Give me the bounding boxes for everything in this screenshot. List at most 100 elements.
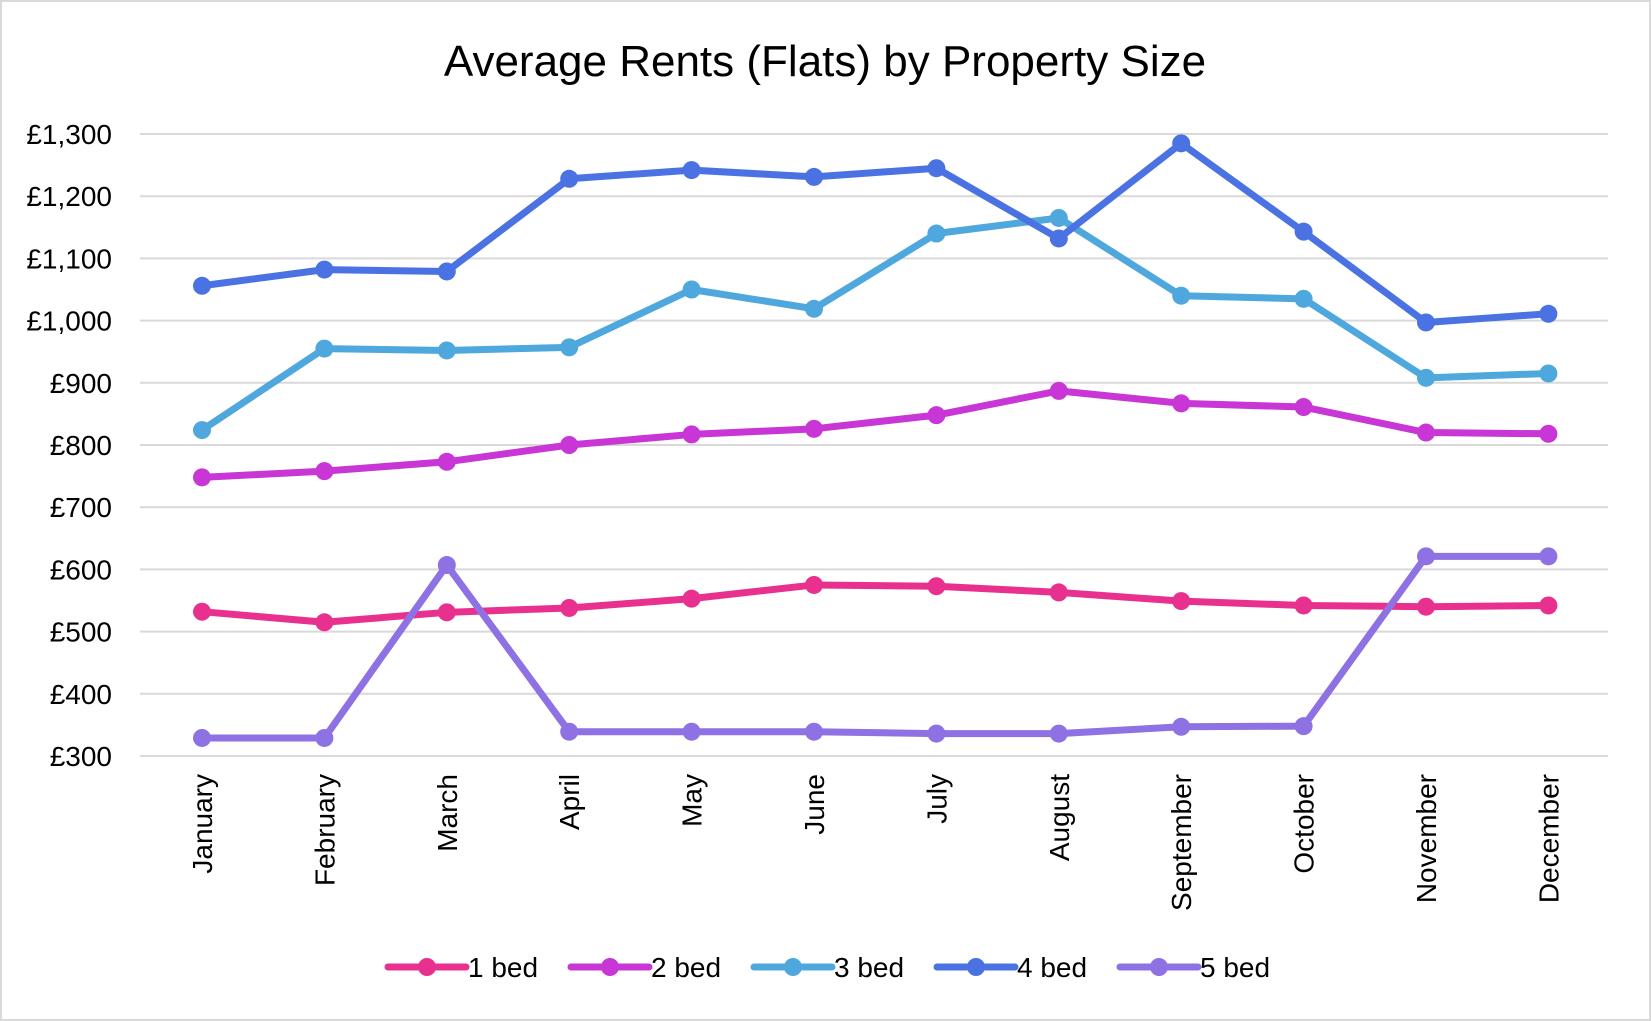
data-point [1049, 208, 1068, 227]
legend-label: 1 bed [468, 952, 538, 983]
data-point [682, 280, 701, 299]
data-point [437, 341, 456, 360]
y-axis-ticks: £1,300 £1,200 £1,100 £1,000 £900 £800 £700 £600… [26, 119, 112, 772]
legend-item: 4 bed [933, 952, 1087, 983]
data-point [437, 452, 456, 471]
y-tick-label: £700 [50, 492, 112, 523]
data-point [927, 724, 946, 743]
data-point [1417, 313, 1435, 332]
data-point [1172, 592, 1191, 611]
data-point [193, 468, 211, 487]
data-point [1417, 547, 1435, 566]
x-tick-label: January [187, 774, 218, 874]
data-point [1049, 229, 1068, 248]
gridlines [140, 133, 1608, 757]
x-tick-label: April [554, 774, 585, 830]
y-tick-label: £1,300 [26, 119, 112, 150]
data-point [1049, 381, 1068, 400]
series-line [198, 552, 1552, 742]
data-point [193, 421, 211, 440]
data-point [1417, 597, 1435, 616]
legend-swatch-marker [601, 958, 619, 976]
data-point [927, 224, 946, 243]
legend-item: 5 bed [1116, 952, 1270, 983]
x-tick-label: July [921, 774, 952, 824]
data-point [437, 262, 456, 281]
data-point [927, 577, 946, 596]
data-point [315, 613, 334, 632]
data-point [805, 167, 823, 186]
data-point [1294, 596, 1313, 615]
y-tick-label: £600 [50, 554, 112, 585]
legend-label: 3 bed [834, 952, 904, 983]
data-point [1294, 717, 1313, 736]
y-tick-label: £1,200 [26, 181, 112, 212]
y-tick-label: £800 [50, 430, 112, 461]
data-point [805, 419, 823, 438]
y-tick-label: £300 [50, 741, 112, 772]
data-point [1294, 222, 1313, 241]
x-tick-label: September [1166, 774, 1197, 911]
x-tick-label: February [309, 774, 340, 886]
data-point [560, 436, 579, 454]
legend-swatch-marker [784, 958, 802, 976]
legend-swatch-marker [418, 958, 436, 976]
x-tick-label: November [1411, 774, 1442, 903]
data-point [682, 722, 701, 741]
data-point [315, 728, 334, 747]
data-point [682, 161, 701, 180]
data-point [560, 722, 579, 741]
data-point [1539, 547, 1558, 566]
data-point [805, 575, 823, 594]
data-point [927, 159, 946, 178]
series-2-bed [193, 381, 1558, 487]
series-5-bed [193, 547, 1558, 747]
data-point [927, 406, 946, 425]
data-point [1172, 717, 1191, 736]
x-tick-label: March [432, 774, 463, 852]
data-point [1417, 423, 1435, 442]
y-tick-label: £500 [50, 617, 112, 648]
data-point [193, 602, 211, 621]
series-line [198, 214, 1552, 434]
data-point [315, 462, 334, 481]
x-axis-ticks: January February March April May June July Augu… [187, 774, 1564, 911]
x-tick-label: May [677, 774, 708, 827]
data-point [1539, 304, 1558, 323]
data-point [682, 589, 701, 608]
data-point [437, 603, 456, 622]
data-point [193, 728, 211, 747]
x-tick-label: December [1533, 774, 1564, 903]
data-point [805, 299, 823, 318]
data-point [682, 425, 701, 444]
data-point [193, 276, 211, 295]
data-point [437, 556, 456, 575]
series-line [198, 581, 1552, 626]
data-point [1049, 724, 1068, 743]
y-tick-label: £1,100 [26, 243, 112, 274]
series-line [198, 139, 1552, 326]
legend-label: 2 bed [651, 952, 721, 983]
data-point [1172, 134, 1191, 153]
data-point [1417, 368, 1435, 387]
data-point [315, 260, 334, 279]
series-lines [193, 134, 1558, 747]
chart-title: Average Rents (Flats) by Property Size [444, 37, 1206, 86]
data-point [1539, 424, 1558, 443]
x-tick-label: October [1289, 774, 1320, 874]
data-point [1172, 286, 1191, 305]
legend-item: 1 bed [384, 952, 538, 983]
data-point [560, 338, 579, 357]
data-point [560, 598, 579, 617]
y-tick-label: £400 [50, 679, 112, 710]
x-tick-label: June [799, 774, 830, 835]
y-tick-label: £900 [50, 368, 112, 399]
series-line [198, 387, 1552, 481]
data-point [1294, 398, 1313, 417]
data-point [1539, 596, 1558, 615]
legend-label: 4 bed [1017, 952, 1087, 983]
legend-swatch-marker [967, 958, 985, 976]
data-point [560, 169, 579, 188]
